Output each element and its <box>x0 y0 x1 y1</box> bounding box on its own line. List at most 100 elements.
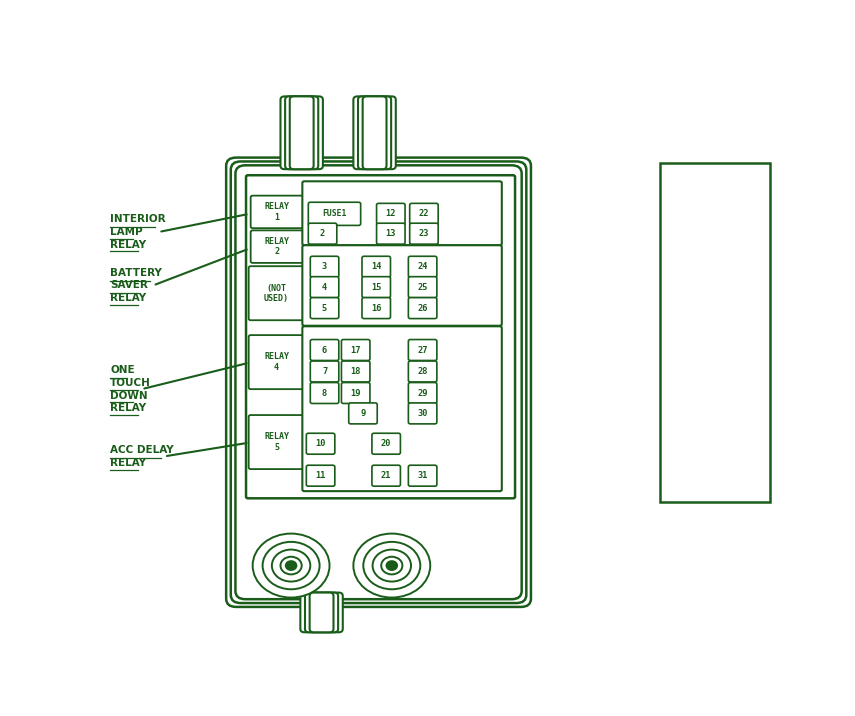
Text: ACC DELAY
RELAY: ACC DELAY RELAY <box>110 445 174 468</box>
Circle shape <box>272 550 310 581</box>
Text: 22: 22 <box>419 209 429 218</box>
FancyBboxPatch shape <box>309 202 361 226</box>
FancyBboxPatch shape <box>409 276 437 298</box>
Text: ONE
TOUCH
DOWN
RELAY: ONE TOUCH DOWN RELAY <box>110 365 151 413</box>
FancyBboxPatch shape <box>310 298 339 319</box>
FancyBboxPatch shape <box>363 97 386 169</box>
Text: (NOT
USED): (NOT USED) <box>264 284 289 303</box>
Text: RELAY
5: RELAY 5 <box>264 432 289 452</box>
Text: 5: 5 <box>322 304 327 313</box>
Circle shape <box>386 561 397 570</box>
Text: 12: 12 <box>386 209 396 218</box>
FancyBboxPatch shape <box>310 339 339 360</box>
Circle shape <box>353 533 430 598</box>
Text: 27: 27 <box>417 346 428 354</box>
FancyBboxPatch shape <box>362 256 391 277</box>
Text: 3: 3 <box>322 262 327 271</box>
Text: 9: 9 <box>360 409 366 418</box>
FancyBboxPatch shape <box>235 165 522 599</box>
FancyBboxPatch shape <box>341 382 370 404</box>
Text: 6: 6 <box>322 346 327 354</box>
Text: 28: 28 <box>417 367 428 376</box>
FancyBboxPatch shape <box>372 433 400 454</box>
FancyBboxPatch shape <box>310 382 339 404</box>
FancyBboxPatch shape <box>341 339 370 360</box>
FancyBboxPatch shape <box>409 339 437 360</box>
Text: 4: 4 <box>322 283 327 291</box>
Text: 11: 11 <box>315 471 326 480</box>
FancyBboxPatch shape <box>249 415 304 469</box>
FancyBboxPatch shape <box>310 256 339 277</box>
FancyBboxPatch shape <box>303 246 502 326</box>
FancyBboxPatch shape <box>410 203 438 224</box>
FancyBboxPatch shape <box>376 203 405 224</box>
Text: 23: 23 <box>419 229 429 238</box>
FancyBboxPatch shape <box>306 433 335 454</box>
Circle shape <box>381 557 403 574</box>
Text: 7: 7 <box>322 367 327 376</box>
FancyBboxPatch shape <box>290 97 314 169</box>
FancyBboxPatch shape <box>231 161 527 603</box>
Text: 16: 16 <box>371 304 381 313</box>
FancyBboxPatch shape <box>409 465 437 486</box>
Text: 20: 20 <box>381 439 392 448</box>
FancyBboxPatch shape <box>249 335 304 389</box>
FancyBboxPatch shape <box>372 465 400 486</box>
FancyBboxPatch shape <box>409 403 437 424</box>
FancyBboxPatch shape <box>303 326 502 491</box>
Text: 21: 21 <box>381 471 392 480</box>
Text: RELAY
2: RELAY 2 <box>264 237 289 256</box>
Text: 14: 14 <box>371 262 381 271</box>
Circle shape <box>262 542 320 589</box>
Circle shape <box>373 550 411 581</box>
Text: 8: 8 <box>322 389 327 397</box>
FancyBboxPatch shape <box>409 382 437 404</box>
FancyBboxPatch shape <box>409 298 437 319</box>
FancyBboxPatch shape <box>251 195 303 228</box>
Text: 26: 26 <box>417 304 428 313</box>
FancyBboxPatch shape <box>362 276 391 298</box>
FancyBboxPatch shape <box>409 256 437 277</box>
FancyBboxPatch shape <box>362 298 391 319</box>
Circle shape <box>253 533 329 598</box>
Text: 30: 30 <box>417 409 428 418</box>
FancyBboxPatch shape <box>305 593 338 632</box>
Text: 25: 25 <box>417 283 428 291</box>
Text: 17: 17 <box>351 346 361 354</box>
FancyBboxPatch shape <box>226 158 531 607</box>
FancyBboxPatch shape <box>246 175 515 498</box>
Text: 19: 19 <box>351 389 361 397</box>
FancyBboxPatch shape <box>309 223 337 244</box>
Text: 24: 24 <box>417 262 428 271</box>
FancyBboxPatch shape <box>303 181 502 246</box>
Text: INTERIOR
LAMP
RELAY: INTERIOR LAMP RELAY <box>110 214 166 250</box>
FancyBboxPatch shape <box>300 593 343 632</box>
Text: 31: 31 <box>417 471 428 480</box>
FancyBboxPatch shape <box>349 403 377 424</box>
FancyBboxPatch shape <box>409 361 437 382</box>
FancyBboxPatch shape <box>285 97 318 169</box>
FancyBboxPatch shape <box>251 231 303 263</box>
Text: RELAY
1: RELAY 1 <box>264 202 289 221</box>
Text: 10: 10 <box>315 439 326 448</box>
Text: 2: 2 <box>320 229 325 238</box>
FancyBboxPatch shape <box>310 593 333 632</box>
Text: 13: 13 <box>386 229 396 238</box>
FancyBboxPatch shape <box>358 97 391 169</box>
Circle shape <box>286 561 297 570</box>
Bar <box>660 163 770 502</box>
FancyBboxPatch shape <box>310 361 339 382</box>
Text: 15: 15 <box>371 283 381 291</box>
FancyBboxPatch shape <box>410 223 438 244</box>
Circle shape <box>280 557 302 574</box>
FancyBboxPatch shape <box>376 223 405 244</box>
FancyBboxPatch shape <box>310 276 339 298</box>
Text: BATTERY
SAVER
RELAY: BATTERY SAVER RELAY <box>110 268 162 304</box>
Circle shape <box>363 542 421 589</box>
Text: RELAY
4: RELAY 4 <box>264 352 289 372</box>
Text: 29: 29 <box>417 389 428 397</box>
FancyBboxPatch shape <box>341 361 370 382</box>
FancyBboxPatch shape <box>353 97 396 169</box>
Text: FUSE1: FUSE1 <box>322 209 346 218</box>
FancyBboxPatch shape <box>280 97 323 169</box>
